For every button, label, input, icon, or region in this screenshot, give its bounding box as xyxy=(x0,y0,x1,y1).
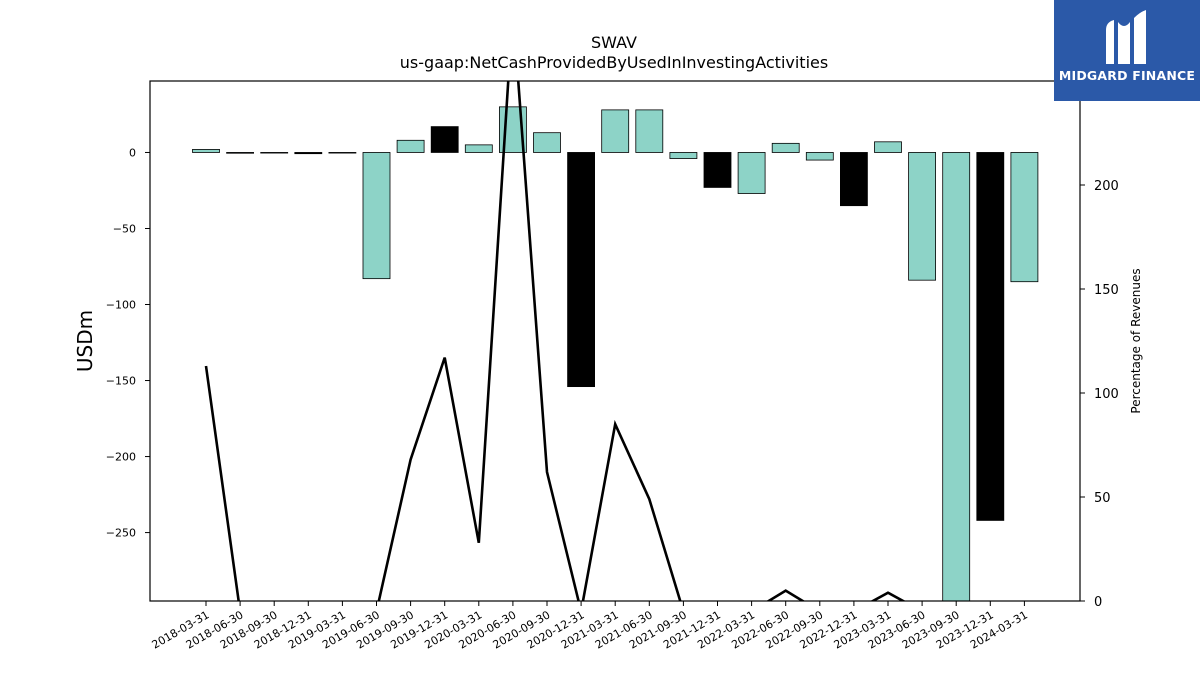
y2-tick-label: 50 xyxy=(1094,491,1111,506)
bar-2019-09-30 xyxy=(396,139,425,153)
y-tick-label: −250 xyxy=(106,527,136,540)
logo-text: MIDGARD FINANCE xyxy=(1058,68,1196,83)
bar-2018-06-30 xyxy=(226,152,255,154)
bar-2018-03-31 xyxy=(192,149,220,153)
bar-2021-12-31 xyxy=(703,152,732,188)
y2-tick-label: 150 xyxy=(1094,283,1119,298)
bar-2022-12-31 xyxy=(840,152,868,207)
y2-tick-label: 0 xyxy=(1094,595,1102,610)
bar-2019-06-30 xyxy=(362,152,391,280)
bar-2022-06-30 xyxy=(771,142,800,153)
percentage-line xyxy=(204,81,906,601)
bar-2023-12-31 xyxy=(976,152,1005,521)
bar-2018-09-30 xyxy=(260,152,289,154)
bar-2021-06-30 xyxy=(635,109,664,153)
bar-2024-03-31 xyxy=(1010,152,1039,283)
chart-subtitle: us-gaap:NetCashProvidedByUsedInInvesting… xyxy=(400,53,828,72)
chart-title: SWAV xyxy=(591,33,637,52)
y-axis-label: USDm xyxy=(73,310,97,372)
bar-2022-03-31 xyxy=(737,152,766,194)
line-group xyxy=(204,81,906,601)
x-axis: 2018-03-312018-06-302018-09-302018-12-31… xyxy=(150,601,1030,652)
bar-2021-03-31 xyxy=(601,109,630,153)
bar-2023-03-31 xyxy=(874,141,902,153)
y-tick-label: 0 xyxy=(129,146,136,159)
y-tick-label: −100 xyxy=(106,299,136,312)
bar-2020-12-31 xyxy=(567,152,595,388)
y2-axis-label: Percentage of Revenues xyxy=(1129,268,1143,413)
bar-2023-06-30 xyxy=(908,152,936,281)
left-axis: 0 −50 −100 −150 −200 −250 xyxy=(106,146,150,540)
bar-group xyxy=(192,106,1039,601)
bar-2021-09-30 xyxy=(669,152,698,159)
bar-2020-03-31 xyxy=(464,144,493,153)
y2-tick-label: 200 xyxy=(1094,179,1119,194)
bar-2019-03-31 xyxy=(328,152,357,154)
midgard-finance-logo: MIDGARD FINANCE xyxy=(1054,0,1200,101)
bar-2018-12-31 xyxy=(294,152,323,155)
bar-2019-12-31 xyxy=(430,126,459,153)
y-tick-label: −200 xyxy=(106,451,136,464)
y-tick-label: −50 xyxy=(113,222,136,235)
midgard-logo-icon xyxy=(1106,10,1146,64)
plot-frame xyxy=(149,80,1081,602)
bar-2023-09-30 xyxy=(942,152,971,601)
y2-tick-label: 100 xyxy=(1094,387,1119,402)
bar-2020-09-30 xyxy=(533,132,561,153)
right-axis: 0 50 100 150 200 xyxy=(1080,179,1119,610)
bar-2022-09-30 xyxy=(805,152,834,161)
y-tick-label: −150 xyxy=(106,375,136,388)
